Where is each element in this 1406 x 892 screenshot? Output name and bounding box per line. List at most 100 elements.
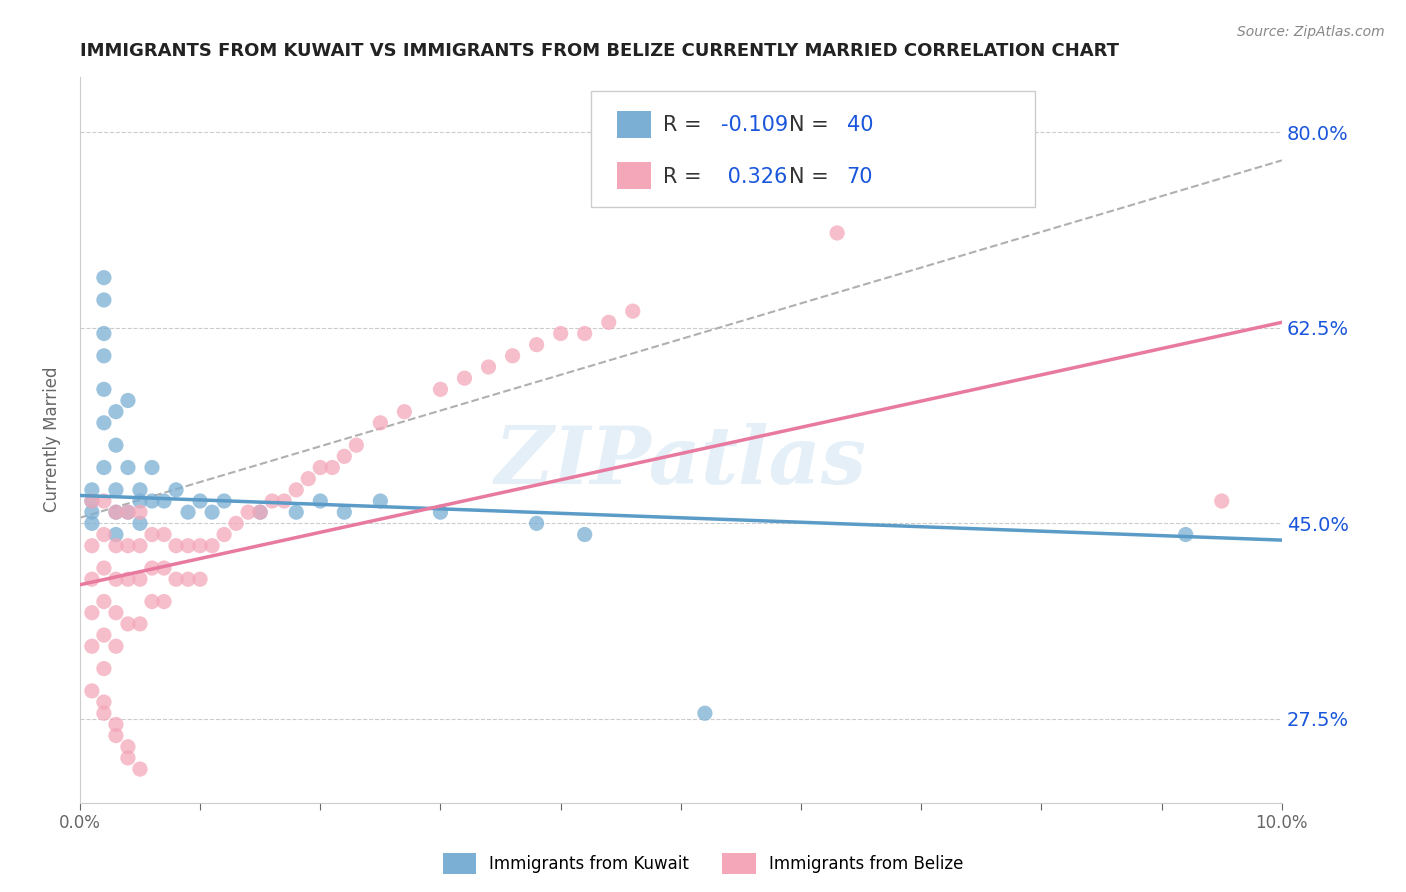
Text: -0.109: -0.109	[720, 114, 787, 135]
Point	[80, 684, 103, 698]
Point	[333, 505, 356, 519]
Point	[309, 460, 332, 475]
Point	[129, 616, 152, 631]
Point	[80, 572, 103, 586]
Point	[104, 572, 127, 586]
Point	[550, 326, 572, 341]
Point	[177, 505, 200, 519]
Point	[177, 572, 200, 586]
Point	[598, 315, 620, 329]
Point	[429, 382, 451, 396]
Point	[129, 762, 152, 776]
Point	[236, 505, 259, 519]
Text: ZIPatlas: ZIPatlas	[495, 423, 868, 500]
Point	[344, 438, 367, 452]
Point	[453, 371, 475, 385]
Point	[104, 527, 127, 541]
Point	[188, 539, 211, 553]
Text: Source: ZipAtlas.com: Source: ZipAtlas.com	[1237, 25, 1385, 39]
Point	[165, 572, 187, 586]
Point	[309, 494, 332, 508]
Point	[117, 393, 139, 408]
Text: IMMIGRANTS FROM KUWAIT VS IMMIGRANTS FROM BELIZE CURRENTLY MARRIED CORRELATION C: IMMIGRANTS FROM KUWAIT VS IMMIGRANTS FRO…	[80, 42, 1119, 60]
Point	[104, 483, 127, 497]
Point	[93, 706, 115, 721]
Point	[93, 382, 115, 396]
Point	[201, 505, 224, 519]
Point	[104, 729, 127, 743]
Point	[80, 516, 103, 531]
Point	[141, 527, 163, 541]
Point	[188, 572, 211, 586]
Point	[165, 539, 187, 553]
Point	[370, 494, 392, 508]
Point	[93, 494, 115, 508]
Point	[153, 494, 176, 508]
Point	[80, 606, 103, 620]
Point	[621, 304, 644, 318]
Point	[225, 516, 247, 531]
Point	[104, 717, 127, 731]
Point	[285, 483, 308, 497]
Point	[693, 706, 716, 721]
Point	[80, 505, 103, 519]
Point	[93, 628, 115, 642]
Point	[141, 494, 163, 508]
Point	[93, 293, 115, 307]
Point	[129, 483, 152, 497]
Point	[249, 505, 271, 519]
Point	[502, 349, 524, 363]
Point	[104, 505, 127, 519]
Point	[129, 505, 152, 519]
Point	[141, 460, 163, 475]
Point	[80, 539, 103, 553]
Point	[129, 572, 152, 586]
Point	[177, 539, 200, 553]
Point	[477, 359, 499, 374]
Point	[153, 527, 176, 541]
Point	[212, 494, 235, 508]
Point	[1174, 527, 1197, 541]
Point	[201, 539, 224, 553]
Text: 40: 40	[846, 114, 873, 135]
Point	[80, 483, 103, 497]
Point	[80, 639, 103, 653]
Point	[333, 450, 356, 464]
Point	[321, 460, 343, 475]
Point	[104, 438, 127, 452]
Point	[93, 527, 115, 541]
Point	[212, 527, 235, 541]
Text: N =: N =	[789, 167, 835, 186]
Point	[117, 572, 139, 586]
Point	[129, 539, 152, 553]
Point	[141, 561, 163, 575]
Point	[93, 460, 115, 475]
Point	[117, 616, 139, 631]
Point	[429, 505, 451, 519]
Point	[93, 416, 115, 430]
Point	[394, 405, 416, 419]
Point	[93, 594, 115, 608]
Point	[273, 494, 295, 508]
Point	[262, 494, 284, 508]
Point	[153, 561, 176, 575]
Point	[825, 226, 848, 240]
Point	[370, 416, 392, 430]
Point	[80, 494, 103, 508]
Point	[141, 594, 163, 608]
Point	[165, 483, 187, 497]
Point	[526, 516, 548, 531]
Point	[249, 505, 271, 519]
Point	[93, 662, 115, 676]
Point	[526, 337, 548, 351]
Point	[104, 639, 127, 653]
Point	[93, 349, 115, 363]
Point	[129, 516, 152, 531]
Point	[117, 505, 139, 519]
Text: 0.326: 0.326	[720, 167, 787, 186]
Point	[104, 606, 127, 620]
Point	[129, 494, 152, 508]
Point	[104, 405, 127, 419]
Text: 70: 70	[846, 167, 873, 186]
Point	[117, 739, 139, 754]
